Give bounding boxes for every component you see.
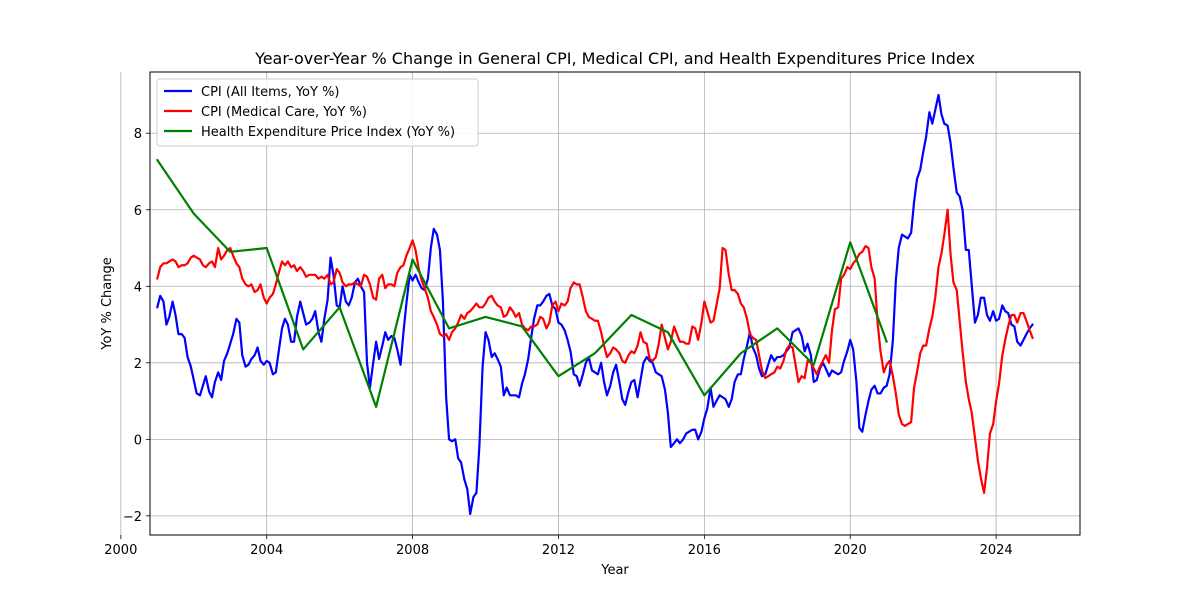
chart-title: Year-over-Year % Change in General CPI, … [254, 49, 975, 68]
grid [120, 72, 1080, 535]
y-axis-title: YoY % Change [100, 257, 115, 351]
legend-label-1: CPI (All Items, YoY %) [201, 85, 340, 100]
legend-box [156, 78, 479, 147]
series-layer [156, 93, 1034, 516]
x-tick-label: 2016 [688, 543, 721, 558]
y-tick-label: 8 [134, 127, 142, 142]
axes: 2000 2004 2008 2012 2016 2020 2024 −2 0 2 4 6 8 [104, 127, 1012, 558]
legend: CPI (All Items, YoY %) CPI (Medical Care,… [156, 78, 479, 147]
legend-label-3: Health Expenditure Price Index (YoY %) [201, 125, 455, 140]
series-line-2 [156, 208, 1034, 495]
plot-frame [149, 71, 1081, 536]
y-tick-label: 4 [134, 280, 142, 295]
y-tick-label: 0 [134, 433, 142, 448]
series-line-3 [156, 158, 888, 408]
x-tick-label: 2008 [396, 543, 429, 558]
x-tick-label: 2012 [542, 543, 575, 558]
legend-label-2: CPI (Medical Care, YoY %) [201, 105, 367, 120]
x-tick-label: 2020 [834, 543, 867, 558]
x-tick-label: 2004 [250, 543, 283, 558]
y-tick-label: 6 [134, 204, 142, 219]
y-tick-label: 2 [134, 357, 142, 372]
x-tick-label: 2024 [980, 543, 1013, 558]
x-axis-title: Year [600, 563, 629, 578]
x-tick-label: 2000 [104, 543, 137, 558]
series-line-1 [156, 93, 1034, 516]
y-tick-label: −2 [123, 510, 142, 525]
